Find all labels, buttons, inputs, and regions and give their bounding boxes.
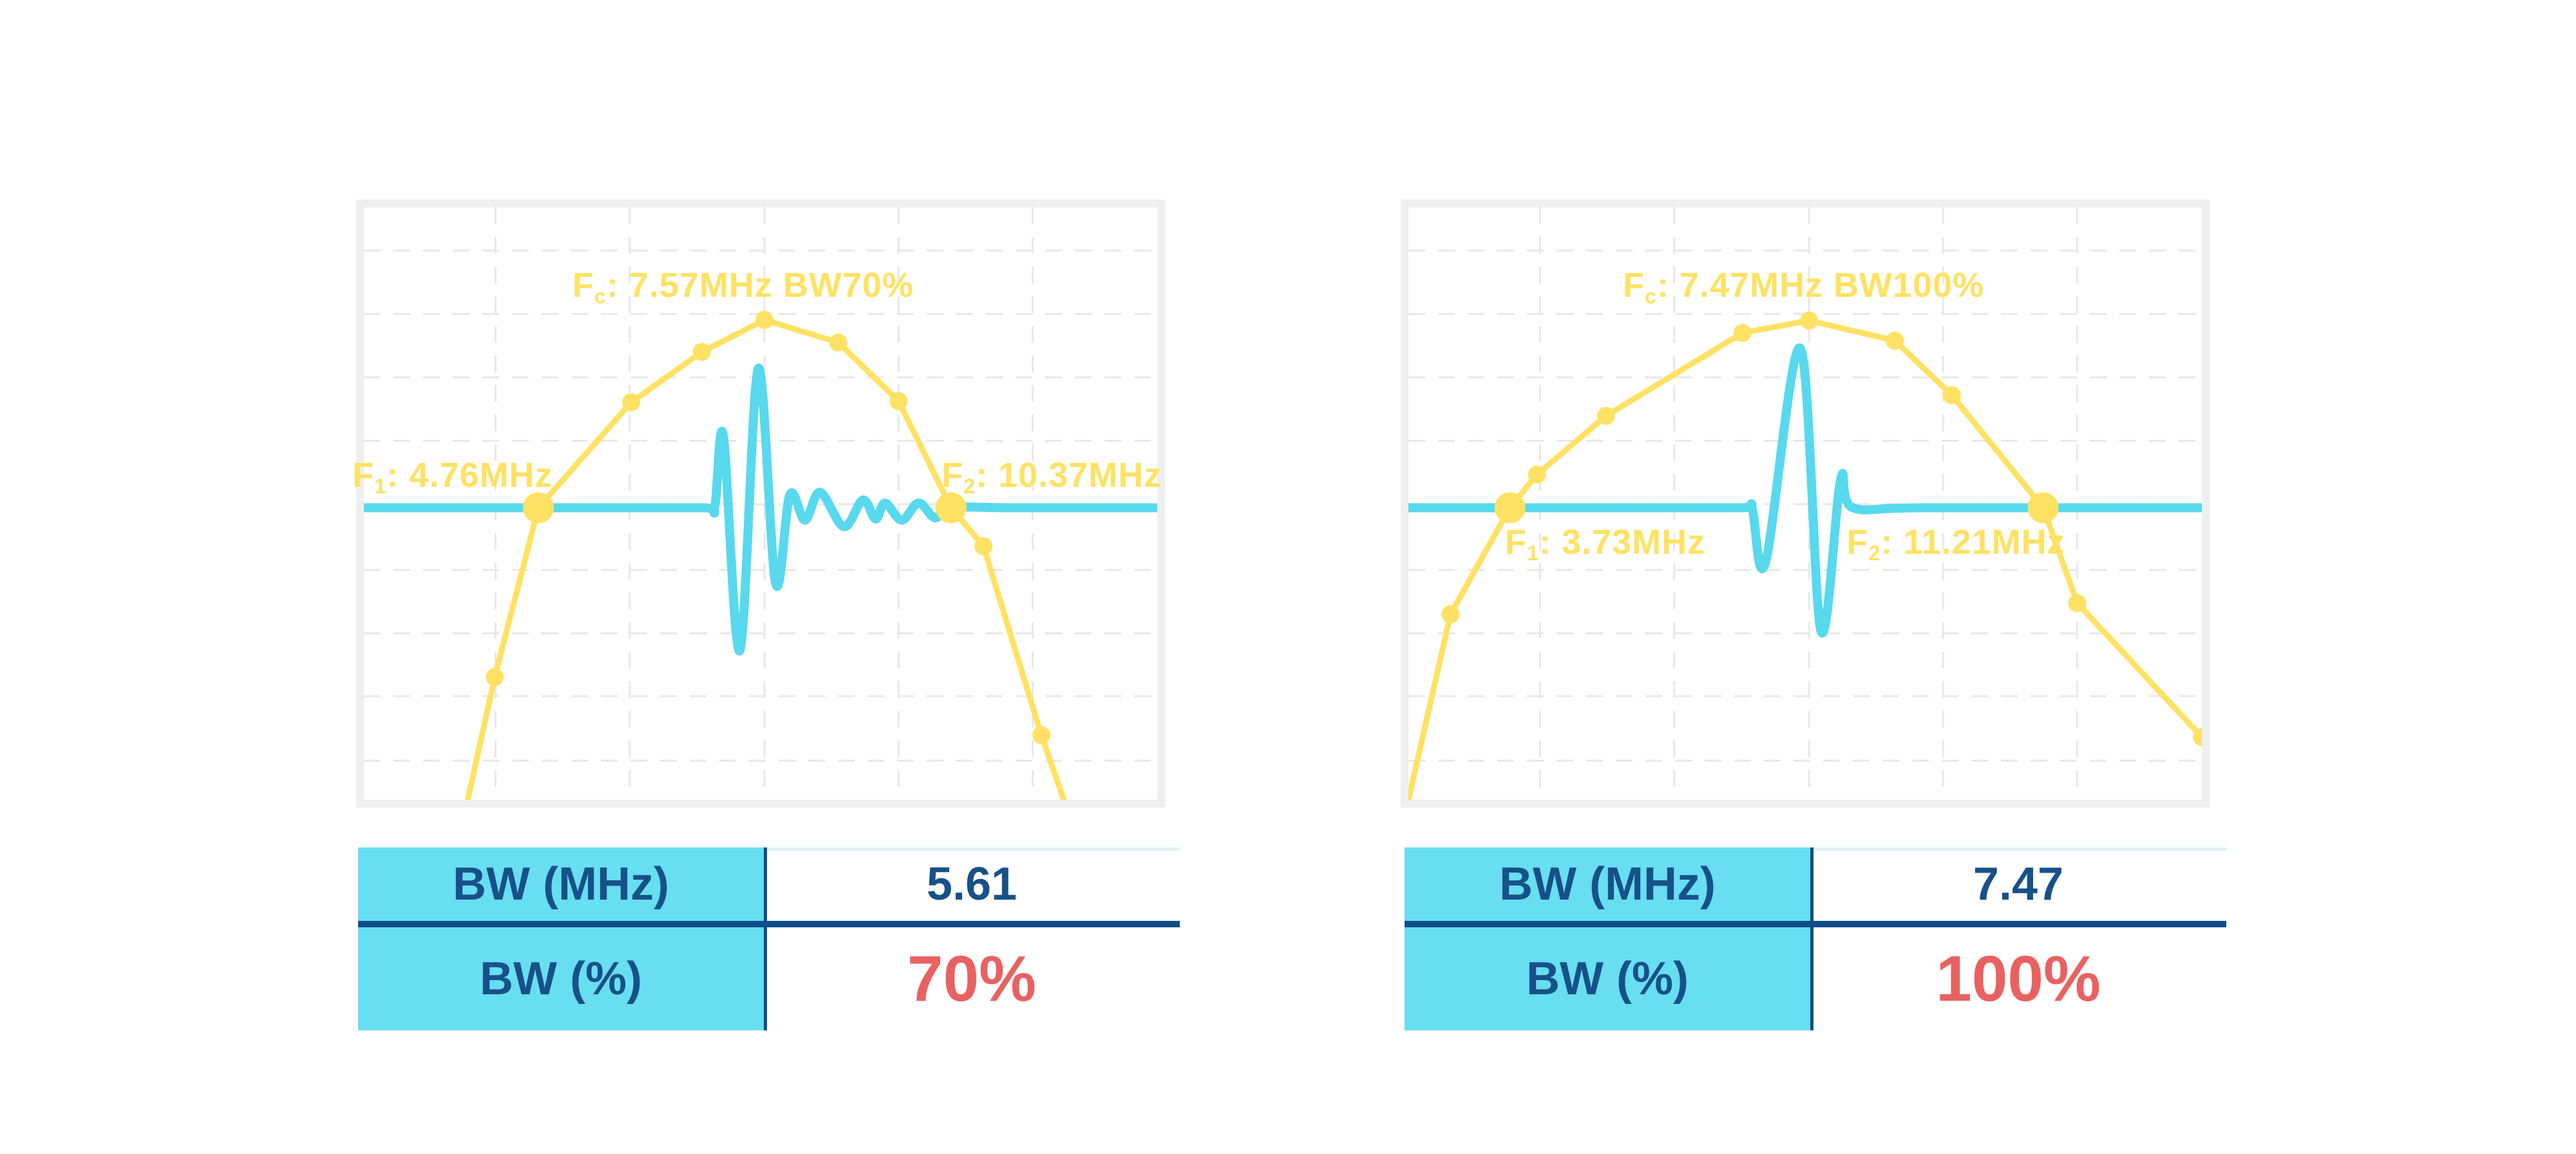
table-row: BW (%) 70% xyxy=(358,927,1180,1030)
bw-percent-label: BW (%) xyxy=(1405,927,1810,1030)
bandwidth-table-left: BW (MHz) 5.61 BW (%) 70% xyxy=(358,847,1180,1030)
bw-mhz-value: 5.61 xyxy=(764,847,1180,921)
chart-canvas xyxy=(1408,207,2202,800)
bandwidth-table-right: BW (MHz) 7.47 BW (%) 100% xyxy=(1405,847,2226,1030)
table-row: BW (%) 100% xyxy=(1405,927,2226,1030)
spectrum-chart-bw70: Fc: 7.57MHz BW70% F1: 4.76MHz F2: 10.37MHz xyxy=(352,200,1165,808)
bw-mhz-value: 7.47 xyxy=(1810,847,2226,921)
column-divider-line xyxy=(1810,847,1814,1030)
table-row: BW (MHz) 5.61 xyxy=(358,847,1180,921)
bw-mhz-label: BW (MHz) xyxy=(1405,847,1810,921)
table-row: BW (MHz) 7.47 xyxy=(1405,847,2226,921)
bw-percent-label: BW (%) xyxy=(358,927,764,1030)
bw-mhz-label: BW (MHz) xyxy=(358,847,764,921)
row-divider-line xyxy=(358,921,1180,927)
spectrum-chart-bw100: Fc: 7.47MHz BW100% F1: 3.73MHz F2: 11.21MH… xyxy=(1401,200,2210,808)
bw-percent-value: 100% xyxy=(1810,927,2226,1030)
column-divider-line xyxy=(764,847,767,1030)
bw-percent-value: 70% xyxy=(764,927,1180,1030)
chart-canvas xyxy=(364,207,1157,800)
row-divider-line xyxy=(1405,921,2226,927)
